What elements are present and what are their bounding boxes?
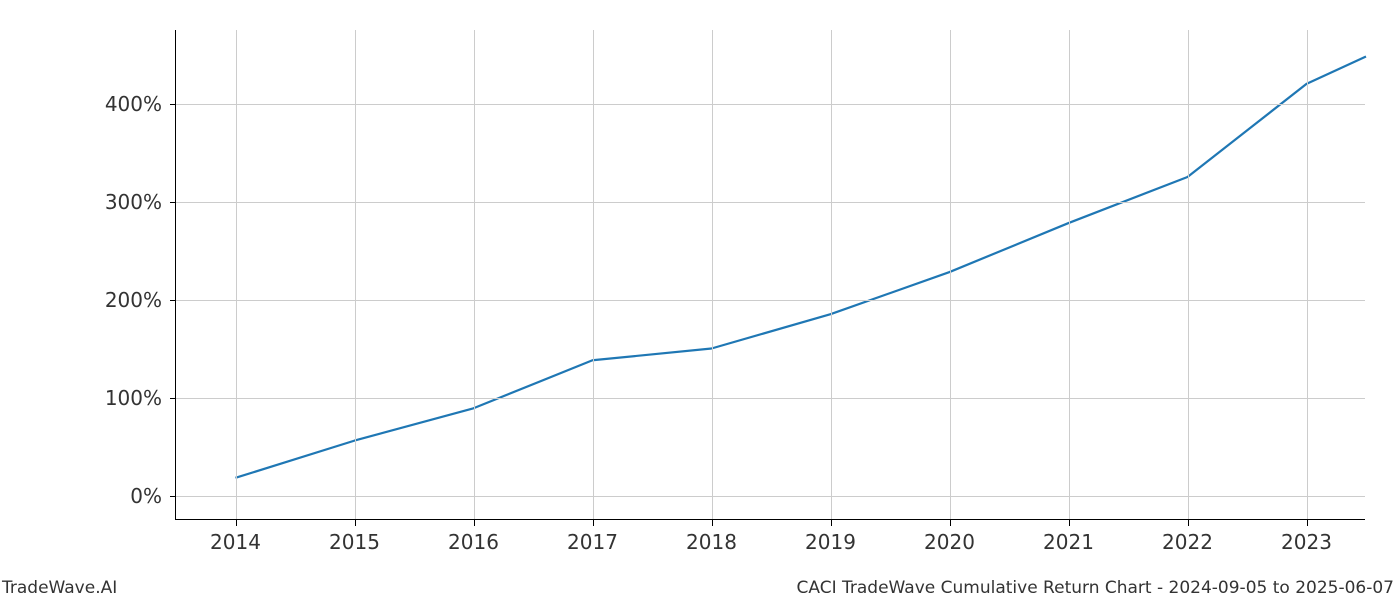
gridline-h [176, 104, 1365, 105]
x-tick-mark [474, 520, 475, 526]
y-tick-label: 100% [105, 386, 162, 410]
y-tick-mark [170, 202, 176, 203]
x-tick-mark [355, 520, 356, 526]
x-tick-mark [593, 520, 594, 526]
y-tick-mark [170, 398, 176, 399]
x-tick-label: 2015 [329, 530, 380, 554]
x-tick-mark [236, 520, 237, 526]
y-tick-label: 0% [130, 484, 162, 508]
footer-right: CACI TradeWave Cumulative Return Chart -… [797, 578, 1394, 598]
x-tick-label: 2020 [924, 530, 975, 554]
x-tick-label: 2022 [1162, 530, 1213, 554]
x-tick-label: 2021 [1043, 530, 1094, 554]
x-tick-label: 2018 [686, 530, 737, 554]
y-tick-label: 300% [105, 190, 162, 214]
x-tick-label: 2017 [567, 530, 618, 554]
gridline-h [176, 202, 1365, 203]
x-tick-mark [712, 520, 713, 526]
x-tick-mark [1188, 520, 1189, 526]
y-tick-mark [170, 104, 176, 105]
gridline-h [176, 300, 1365, 301]
x-tick-label: 2023 [1281, 530, 1332, 554]
y-tick-mark [170, 300, 176, 301]
x-tick-label: 2016 [448, 530, 499, 554]
x-tick-label: 2019 [805, 530, 856, 554]
x-tick-label: 2014 [210, 530, 261, 554]
y-tick-label: 400% [105, 92, 162, 116]
x-tick-mark [1069, 520, 1070, 526]
gridline-h [176, 496, 1365, 497]
x-tick-mark [950, 520, 951, 526]
plot-area: 2014201520162017201820192020202120222023… [175, 30, 1365, 520]
footer-left: TradeWave.AI [2, 578, 117, 598]
x-tick-mark [1307, 520, 1308, 526]
gridline-h [176, 398, 1365, 399]
y-tick-label: 200% [105, 288, 162, 312]
series-line [236, 56, 1367, 477]
y-tick-mark [170, 496, 176, 497]
x-tick-mark [831, 520, 832, 526]
